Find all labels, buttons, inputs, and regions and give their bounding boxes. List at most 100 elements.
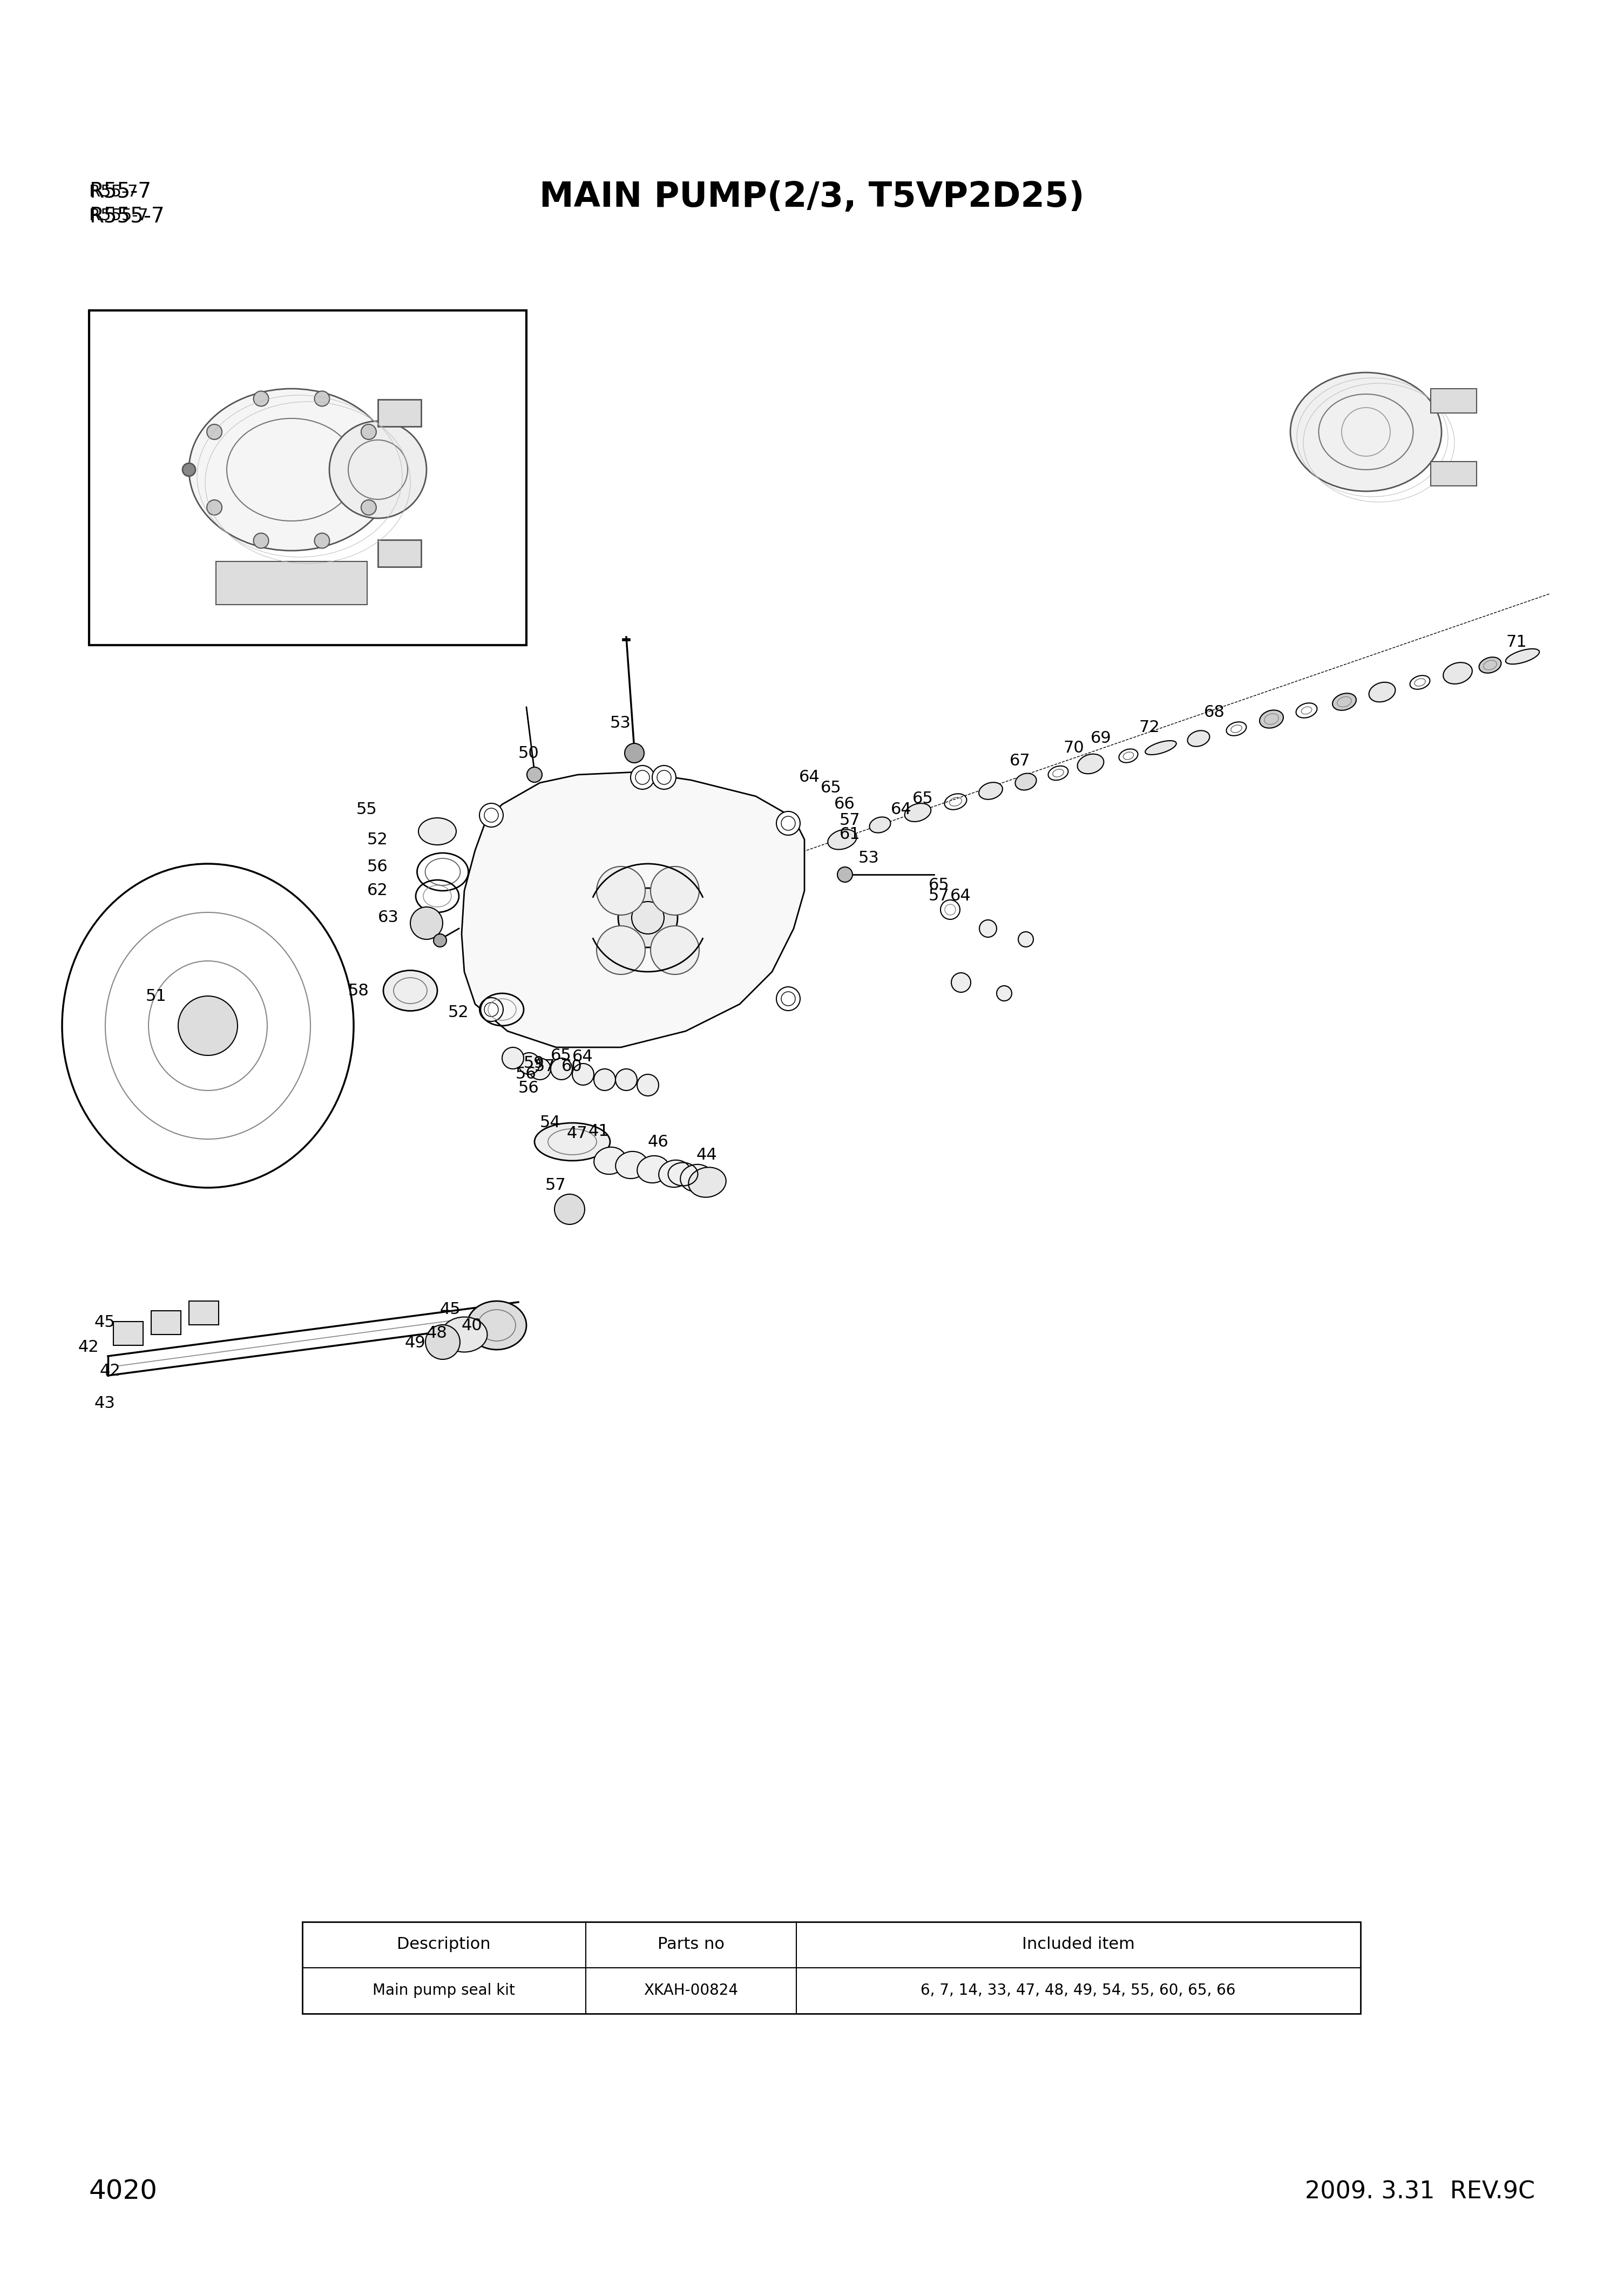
Text: 6, 7, 14, 33, 47, 48, 49, 54, 55, 60, 65, 66: 6, 7, 14, 33, 47, 48, 49, 54, 55, 60, 65… [921, 1984, 1236, 1998]
Text: 53: 53 [611, 716, 632, 730]
Ellipse shape [1444, 664, 1473, 684]
Text: 41: 41 [588, 1123, 609, 1139]
Ellipse shape [62, 863, 354, 1187]
Circle shape [776, 810, 801, 836]
Text: 52: 52 [367, 831, 388, 847]
Text: R555-7: R555-7 [89, 209, 148, 223]
Circle shape [361, 425, 377, 439]
Text: 68: 68 [1203, 705, 1224, 721]
Circle shape [615, 1070, 637, 1091]
Ellipse shape [534, 1123, 611, 1162]
Ellipse shape [680, 1164, 713, 1192]
Text: R55-7: R55-7 [89, 184, 138, 200]
Circle shape [479, 999, 503, 1022]
Ellipse shape [1332, 693, 1356, 709]
Text: 56: 56 [518, 1079, 539, 1095]
Circle shape [653, 765, 676, 790]
Ellipse shape [689, 1166, 726, 1196]
Text: 43: 43 [94, 1396, 115, 1412]
Circle shape [529, 1058, 551, 1079]
Ellipse shape [1187, 730, 1210, 746]
Ellipse shape [1479, 657, 1501, 673]
Circle shape [253, 390, 268, 406]
Ellipse shape [383, 971, 437, 1010]
Ellipse shape [468, 1302, 526, 1350]
Ellipse shape [1291, 372, 1442, 491]
Text: 42: 42 [78, 1339, 99, 1355]
Polygon shape [461, 771, 804, 1047]
Text: 55: 55 [356, 801, 377, 817]
Circle shape [940, 900, 960, 918]
Circle shape [619, 889, 677, 948]
Ellipse shape [188, 388, 395, 551]
Ellipse shape [1015, 774, 1036, 790]
Circle shape [315, 533, 330, 549]
Text: 65: 65 [551, 1047, 572, 1063]
Ellipse shape [828, 829, 857, 850]
Text: Parts no: Parts no [658, 1938, 724, 1952]
Ellipse shape [615, 1150, 648, 1178]
Text: 65: 65 [913, 792, 934, 806]
Circle shape [315, 390, 330, 406]
Text: 64: 64 [950, 889, 971, 905]
Text: 64: 64 [799, 769, 820, 785]
Ellipse shape [659, 1159, 690, 1187]
Text: 62: 62 [367, 884, 388, 898]
Bar [302, 1922, 1361, 2014]
Bar [188, 1302, 219, 1325]
Ellipse shape [419, 817, 456, 845]
Text: 45: 45 [94, 1316, 115, 1329]
Bar [89, 310, 526, 645]
Circle shape [651, 925, 700, 974]
Text: 44: 44 [697, 1148, 718, 1164]
Circle shape [434, 934, 447, 946]
Text: 65: 65 [820, 781, 841, 797]
Text: 57: 57 [546, 1178, 567, 1194]
Text: 52: 52 [448, 1003, 469, 1019]
Bar [378, 400, 421, 427]
Text: 50: 50 [518, 746, 539, 760]
Text: 57: 57 [840, 813, 861, 829]
Circle shape [206, 425, 222, 439]
Circle shape [776, 987, 801, 1010]
Text: 56: 56 [515, 1065, 536, 1081]
Text: 69: 69 [1091, 730, 1111, 746]
Ellipse shape [905, 804, 931, 822]
Text: 57: 57 [929, 889, 950, 905]
Text: 4020: 4020 [89, 2179, 158, 2204]
Circle shape [1018, 932, 1033, 946]
Ellipse shape [869, 817, 890, 833]
Text: XKAH-00824: XKAH-00824 [643, 1984, 739, 1998]
Circle shape [502, 1047, 523, 1070]
Ellipse shape [1077, 753, 1104, 774]
Text: 66: 66 [835, 797, 856, 813]
Circle shape [838, 868, 853, 882]
Ellipse shape [979, 783, 1002, 799]
Text: 61: 61 [840, 827, 861, 843]
Ellipse shape [1369, 682, 1395, 703]
Text: 70: 70 [1064, 739, 1085, 755]
Ellipse shape [1145, 742, 1176, 755]
Ellipse shape [637, 1155, 669, 1182]
Circle shape [479, 804, 503, 827]
Text: 63: 63 [378, 909, 400, 925]
Bar [151, 1311, 180, 1334]
Circle shape [651, 866, 700, 916]
Ellipse shape [1296, 703, 1317, 719]
Circle shape [637, 1075, 659, 1095]
Circle shape [554, 1194, 585, 1224]
Circle shape [425, 1325, 460, 1359]
Bar [1431, 388, 1476, 413]
Text: Main pump seal kit: Main pump seal kit [372, 1984, 515, 1998]
Circle shape [182, 464, 195, 475]
Text: 45: 45 [440, 1302, 461, 1318]
Circle shape [411, 907, 443, 939]
Bar [378, 540, 421, 567]
Circle shape [596, 925, 645, 974]
Text: 54: 54 [539, 1116, 560, 1130]
Text: 53: 53 [859, 850, 880, 866]
Text: Included item: Included item [1021, 1938, 1135, 1952]
Text: 49: 49 [404, 1336, 425, 1350]
Polygon shape [216, 563, 367, 604]
Ellipse shape [442, 1318, 487, 1352]
